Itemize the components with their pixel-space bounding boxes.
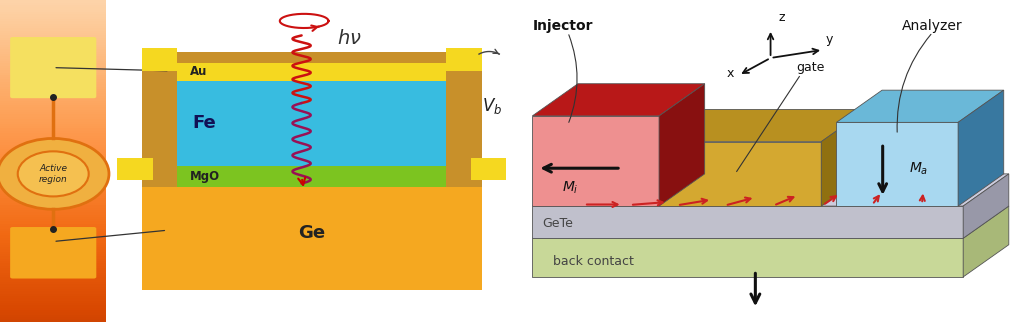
Text: h$\nu$: h$\nu$ <box>337 29 361 48</box>
Bar <box>446 52 481 187</box>
Bar <box>177 63 446 80</box>
Bar <box>471 158 507 180</box>
Polygon shape <box>837 90 1004 122</box>
FancyBboxPatch shape <box>10 37 96 98</box>
Polygon shape <box>958 90 1004 206</box>
Polygon shape <box>837 122 958 206</box>
Bar <box>142 187 481 290</box>
Polygon shape <box>964 174 1009 238</box>
Text: Active
region: Active region <box>39 164 68 184</box>
Bar <box>177 166 446 187</box>
Polygon shape <box>532 238 964 277</box>
Text: $M_i$: $M_i$ <box>562 179 579 196</box>
Polygon shape <box>532 84 705 116</box>
Polygon shape <box>654 109 867 142</box>
FancyBboxPatch shape <box>10 227 96 279</box>
Bar <box>142 48 177 71</box>
Text: GeTe: GeTe <box>543 217 573 230</box>
Text: back contact: back contact <box>553 255 634 268</box>
Text: z: z <box>778 11 784 24</box>
Text: Au: Au <box>190 65 208 78</box>
Polygon shape <box>964 206 1009 277</box>
Text: Analyzer: Analyzer <box>902 19 963 33</box>
Text: y: y <box>825 33 833 46</box>
Text: Injector: Injector <box>532 19 593 33</box>
Text: x: x <box>726 67 733 80</box>
Text: gate: gate <box>796 61 824 74</box>
Text: Ge: Ge <box>298 224 326 242</box>
Bar <box>177 80 446 166</box>
Circle shape <box>17 151 89 196</box>
Bar <box>142 52 177 187</box>
Circle shape <box>0 138 109 209</box>
Bar <box>106 0 507 322</box>
Polygon shape <box>654 142 821 206</box>
Text: $V_b$: $V_b$ <box>481 96 502 116</box>
Bar <box>117 158 153 180</box>
Bar <box>446 48 481 71</box>
Polygon shape <box>532 206 1009 238</box>
Text: Fe: Fe <box>193 114 216 132</box>
Polygon shape <box>532 116 659 206</box>
Bar <box>142 52 481 64</box>
Text: MgO: MgO <box>190 170 220 183</box>
Polygon shape <box>821 174 867 206</box>
Polygon shape <box>821 109 867 206</box>
Polygon shape <box>532 206 964 238</box>
Polygon shape <box>649 174 867 206</box>
Text: $M_a$: $M_a$ <box>908 160 928 176</box>
Polygon shape <box>532 174 1009 206</box>
Polygon shape <box>659 84 705 206</box>
